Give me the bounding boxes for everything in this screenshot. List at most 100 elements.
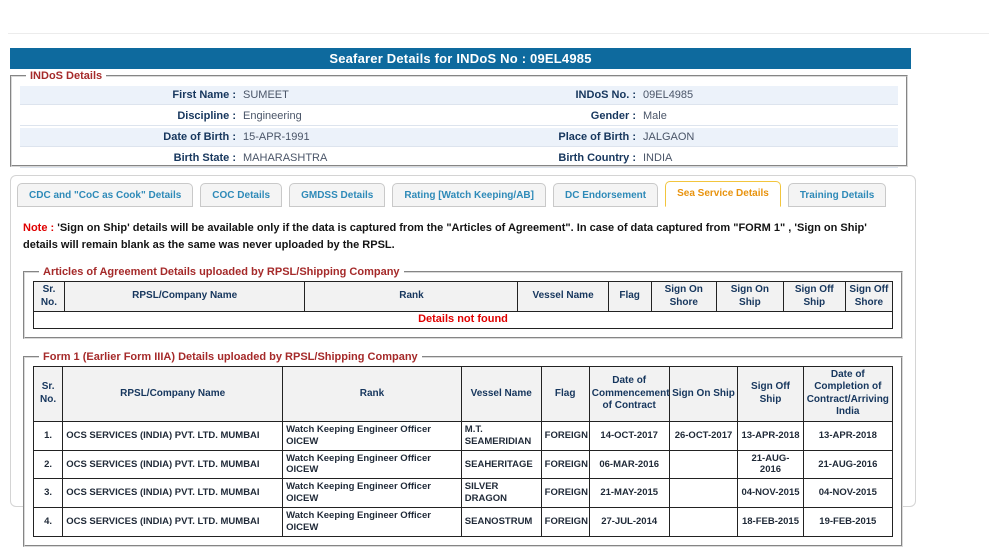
column-header: Flag — [540, 365, 590, 422]
field-value: INDIA — [643, 152, 673, 164]
column-header: Sr. No. — [33, 281, 65, 313]
table-cell: Watch Keeping Engineer Officer OICEW — [282, 449, 462, 480]
header-row: Sr. No. RPSL/Company Name Rank Vessel Name F… — [32, 365, 894, 422]
table-cell: OCS SERVICES (INDIA) PVT. LTD. MUMBAI — [62, 478, 284, 509]
empty-message: Details not found — [33, 311, 893, 329]
form1-section: Form 1 (Earlier Form IIIA) Details uploa… — [23, 350, 903, 547]
field-value: MAHARASHTRA — [243, 152, 328, 164]
indos-details-section: INDoS Details First Name : SUMEET INDoS No… — [10, 70, 908, 168]
form1-details-table: Sr. No. RPSL/Company Name Rank Vessel Name F… — [32, 365, 894, 537]
indos-detail-row: First Name : SUMEET INDoS No. : 09EL4985 — [20, 86, 898, 105]
tab-dc-endorsement[interactable]: DC Endorsement — [552, 183, 659, 207]
table-cell: Watch Keeping Engineer Officer OICEW — [282, 420, 462, 451]
table-cell: 4. — [32, 507, 64, 537]
column-header: Date of Completion of Contract/Arriving … — [802, 365, 894, 422]
table-cell: 19-FEB-2015 — [802, 507, 894, 537]
column-header: Rank — [282, 365, 462, 422]
page-title: Seafarer Details for INDoS No : 09EL4985 — [10, 48, 911, 69]
field-label: Place of Birth : — [558, 131, 636, 143]
table-cell — [668, 478, 739, 509]
table-cell: SEAHERITAGE — [460, 449, 542, 480]
table-cell: Watch Keeping Engineer Officer OICEW — [282, 507, 462, 537]
indos-detail-row: Date of Birth : 15-APR-1991 Place of Birth… — [20, 128, 898, 147]
field-value: Engineering — [243, 110, 302, 122]
field-value: 15-APR-1991 — [243, 131, 310, 143]
table-cell — [668, 449, 739, 480]
field-label: Birth Country : — [558, 152, 636, 164]
tab-sea-service-details[interactable]: Sea Service Details — [665, 181, 781, 207]
indos-rows: First Name : SUMEET INDoS No. : 09EL4985 Dis… — [20, 86, 898, 168]
table-cell — [668, 507, 739, 537]
table-row: Details not found — [33, 311, 893, 329]
table-cell: 04-NOV-2015 — [802, 478, 894, 509]
column-header: RPSL/Company Name — [63, 281, 306, 313]
note-text: 'Sign on Ship' details will be available… — [23, 222, 867, 252]
table-cell: 26-OCT-2017 — [668, 420, 739, 451]
field-label: INDoS No. : — [575, 89, 637, 101]
table-cell: 13-APR-2018 — [802, 420, 894, 451]
table-cell: 04-NOV-2015 — [737, 478, 804, 509]
articles-of-agreement-section: Articles of Agreement Details uploaded b… — [23, 266, 903, 339]
column-header: Sign On Ship — [715, 281, 784, 313]
field-value: JALGAON — [643, 131, 695, 143]
sign-on-ship-note: Note : 'Sign on Ship' details will be av… — [23, 220, 901, 254]
column-header: Vessel Name — [460, 365, 542, 422]
table-cell: FOREIGN — [540, 507, 590, 537]
tab-coc-details[interactable]: COC Details — [200, 183, 283, 207]
tab-bar: CDC and "CoC as Cook" Details COC Details… — [11, 176, 915, 207]
table-cell: 27-JUL-2014 — [588, 507, 670, 537]
table-row: 2. OCS SERVICES (INDIA) PVT. LTD. MUMBAI W… — [32, 449, 894, 480]
column-header: Date of Commencement of Contract — [588, 365, 670, 422]
field-label: Gender : — [590, 110, 636, 122]
tab-training-details[interactable]: Training Details — [787, 183, 887, 207]
table-cell: OCS SERVICES (INDIA) PVT. LTD. MUMBAI — [62, 507, 284, 537]
table-cell: 06-MAR-2016 — [588, 449, 670, 480]
table-row: 1. OCS SERVICES (INDIA) PVT. LTD. MUMBAI W… — [32, 420, 894, 451]
table-cell: OCS SERVICES (INDIA) PVT. LTD. MUMBAI — [62, 449, 284, 480]
table-cell: 18-FEB-2015 — [737, 507, 804, 537]
indos-detail-row: Discipline : Engineering Gender : Male — [20, 107, 898, 126]
table-cell: 21-MAY-2015 — [588, 478, 670, 509]
table-cell: M.T. SEAMERIDIAN — [460, 420, 542, 451]
table-cell: 13-APR-2018 — [737, 420, 804, 451]
indos-details-legend: INDoS Details — [30, 70, 103, 82]
table-cell: 1. — [32, 420, 64, 451]
column-header: Rank — [304, 281, 519, 313]
tab-cdc-and-coc-as-cook-details[interactable]: CDC and "CoC as Cook" Details — [17, 183, 194, 207]
field-label: First Name : — [172, 89, 236, 101]
table-row: 4. OCS SERVICES (INDIA) PVT. LTD. MUMBAI W… — [32, 507, 894, 537]
field-value: Male — [643, 110, 667, 122]
column-header: RPSL/Company Name — [62, 365, 284, 422]
table-cell: Watch Keeping Engineer Officer OICEW — [282, 478, 462, 509]
table-cell: SILVER DRAGON — [460, 478, 542, 509]
field-label: Date of Birth : — [163, 131, 236, 143]
table-cell: SEANOSTRUM — [460, 507, 542, 537]
field-label: Discipline : — [177, 110, 236, 122]
articles-legend: Articles of Agreement Details uploaded b… — [43, 266, 400, 279]
table-cell: 21-AUG-2016 — [737, 449, 804, 480]
table-row: 3. OCS SERVICES (INDIA) PVT. LTD. MUMBAI W… — [32, 478, 894, 509]
header-row: Sr. No. RPSL/Company Name Rank Vessel Name F… — [33, 281, 894, 313]
field-label: Birth State : — [173, 152, 236, 164]
field-value: 09EL4985 — [643, 89, 694, 101]
column-header: Vessel Name — [517, 281, 609, 313]
column-header: Sign Off Ship — [782, 281, 846, 313]
tab-gmdss-details[interactable]: GMDSS Details — [289, 183, 386, 207]
table-cell: FOREIGN — [540, 449, 590, 480]
form1-legend: Form 1 (Earlier Form IIIA) Details uploa… — [43, 350, 418, 363]
note-prefix: Note : — [23, 222, 55, 234]
sea-service-tab-panel: CDC and "CoC as Cook" Details COC Details… — [10, 175, 916, 547]
column-header: Sign On Shore — [650, 281, 717, 313]
column-header: Sign Off Ship — [737, 365, 804, 422]
table-cell: FOREIGN — [540, 420, 590, 451]
column-header: Sign On Ship — [668, 365, 739, 422]
table-cell: 14-OCT-2017 — [588, 420, 670, 451]
tab-rating-watch-keeping-ab[interactable]: Rating [Watch Keeping/AB] — [392, 183, 546, 207]
table-cell: 21-AUG-2016 — [802, 449, 894, 480]
table-cell: 3. — [32, 478, 64, 509]
field-value: SUMEET — [243, 89, 289, 101]
column-header: Sr. No. — [32, 365, 64, 422]
column-header: Flag — [607, 281, 652, 313]
column-header: Sign Off Shore — [844, 281, 894, 313]
top-divider — [8, 33, 989, 34]
